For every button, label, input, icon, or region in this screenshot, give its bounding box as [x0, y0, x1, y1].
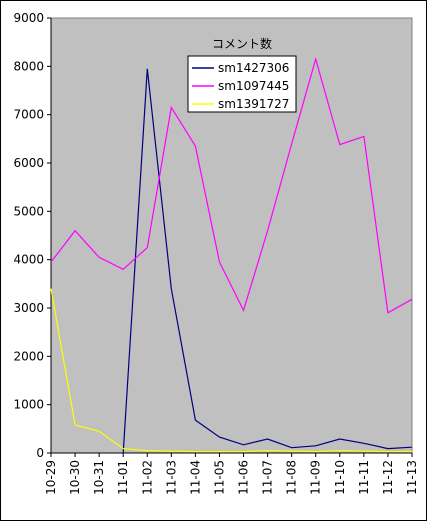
- x-tick-label: 11-04: [188, 460, 202, 495]
- y-tick-label: 8000: [13, 59, 44, 73]
- legend-label-sm1097445: sm1097445: [218, 79, 289, 93]
- x-tick-label: 11-05: [212, 460, 226, 495]
- series-lines: [50, 56, 413, 454]
- y-tick-label: 7000: [13, 108, 44, 122]
- legend-label-sm1427306: sm1427306: [218, 61, 289, 75]
- series-line-sm1391727: [50, 288, 412, 453]
- series-line-sm1427306: [122, 68, 413, 454]
- x-tick-label: 10-31: [92, 460, 106, 495]
- x-tick-label: 11-01: [116, 460, 130, 495]
- x-tick-label: 11-06: [237, 460, 251, 495]
- series-line-sm1097445: [50, 56, 413, 314]
- x-tick-label: 11-09: [309, 460, 323, 495]
- y-tick-label: 4000: [13, 253, 44, 267]
- x-tick-label: 11-13: [405, 460, 419, 495]
- y-tick-label: 2000: [13, 349, 44, 363]
- y-tick-label: 6000: [13, 156, 44, 170]
- x-tick-label: 11-12: [381, 460, 395, 495]
- y-tick-label: 1000: [13, 398, 44, 412]
- y-tick-label: 3000: [13, 301, 44, 315]
- legend-title: コメント数: [212, 36, 272, 51]
- x-axis: 10-29 10-30 10-31 11-01 11-02 11-03 11-04 11-05…: [44, 452, 419, 495]
- x-tick-label: 10-30: [68, 460, 82, 495]
- x-tick-label: 11-03: [164, 460, 178, 495]
- y-tick-label: 5000: [13, 204, 44, 218]
- y-tick-label: 9000: [13, 11, 44, 25]
- legend-entries-box: [187, 55, 297, 113]
- x-tick-label: 10-29: [44, 460, 58, 495]
- x-tick-label: 11-02: [140, 460, 154, 495]
- x-tick-label: 11-07: [261, 460, 275, 495]
- x-tick-label: 11-11: [357, 460, 371, 495]
- x-tick-label: 11-10: [333, 460, 347, 495]
- x-tick-label: 11-08: [285, 460, 299, 495]
- legend-label-sm1391727: sm1391727: [218, 97, 289, 111]
- y-axis: 0 1000 2000 3000 4000 5000 6000 7000 8000 9000: [13, 11, 52, 460]
- y-tick-label: 0: [36, 446, 44, 460]
- legend: コメント数 sm1427306 sm1097445 sm1391727: [186, 34, 298, 114]
